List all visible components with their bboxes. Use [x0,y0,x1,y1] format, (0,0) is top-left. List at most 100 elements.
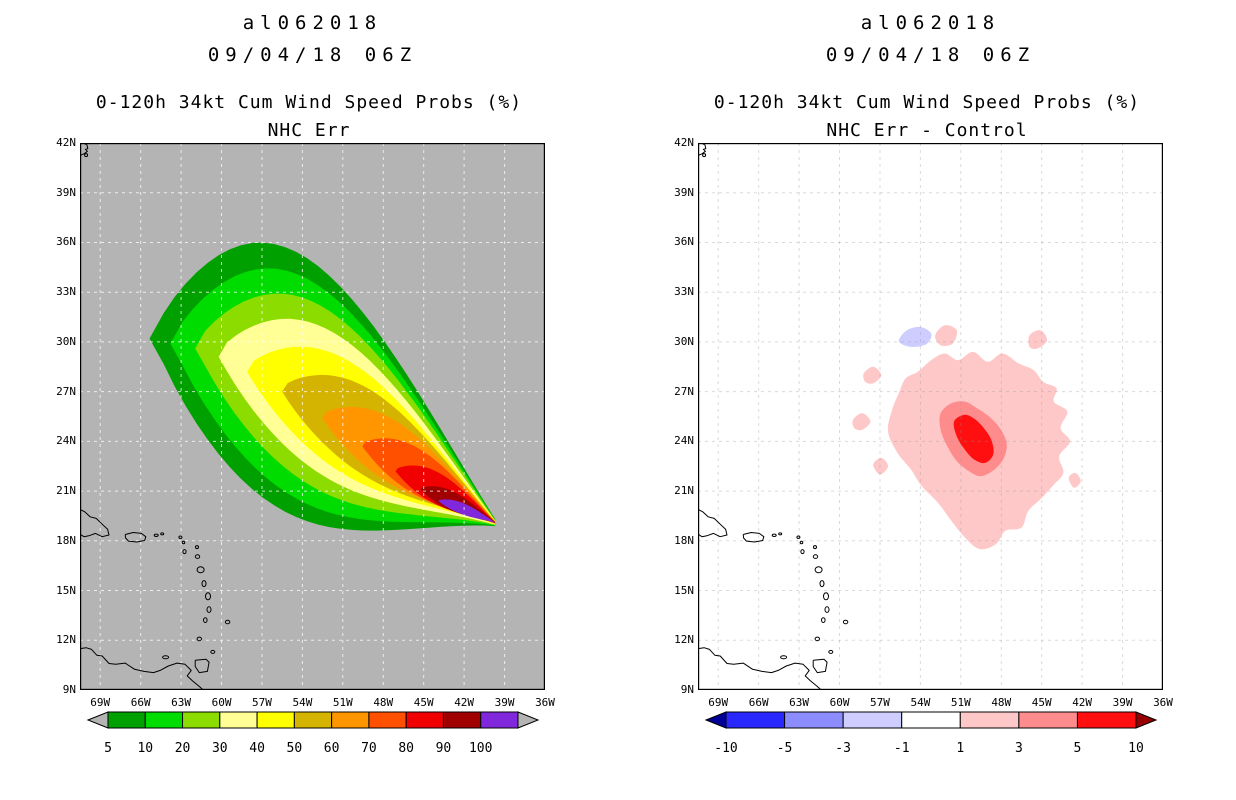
lat-tick-label: 9N [62,683,76,696]
colorbar-label: -5 [777,741,793,756]
colorbar-label: 70 [361,741,377,756]
colorbar-label: 10 [1128,741,1144,756]
lat-tick-label: 21N [56,484,76,498]
lon-tick-label: 42W [454,696,475,709]
colorbar-cell [182,711,221,729]
diff-region-1to3 [935,325,958,346]
colorbar-label: 80 [398,741,414,756]
difference-colorbar: -10 -5 -3 -1 1 3 5 10 [704,711,1158,756]
coastlines [80,143,231,690]
lat-tick-label: 12N [56,633,76,647]
diff-region-1to3 [1068,472,1081,488]
plot-subtitle: 0-120h 34kt Cum Wind Speed Probs (%) [95,92,523,113]
lon-tick-label: 39W [1112,696,1133,709]
lat-tick-label: 9N [680,683,694,696]
diff-region-1to3 [852,413,871,431]
lon-tick-label: 51W [332,696,353,709]
storm-id: al062018 [860,12,1001,34]
lon-tick-label: 39W [494,696,515,709]
diff-region--3to-1 [898,326,932,347]
graticule [698,143,1163,690]
colorbar-label: 3 [1015,741,1023,756]
plot-model-label: NHC Err - Control [826,120,1028,141]
colorbar-label: 10 [137,741,153,756]
plot-model-label: NHC Err [267,120,351,141]
lon-tick-label: 63W [789,696,810,709]
colorbar-label: 40 [249,741,265,756]
colorbar-cell [144,711,184,729]
lon-tick-label: 69W [90,696,111,709]
lat-tick-label: 15N [56,583,76,597]
lon-tick-label: 63W [171,696,192,709]
lat-tick-label: 27N [674,384,694,398]
lat-tick-label: 24N [674,434,694,448]
colorbar-label: 30 [212,741,228,756]
graticule [80,143,545,690]
colorbar-cell [368,711,407,729]
diff-region-1to3 [863,366,882,384]
colorbar-label: 20 [175,741,191,756]
colorbar-cell [784,711,844,729]
colorbar-cell [219,711,258,729]
probability-colorbar: 5 10 20 30 40 50 60 70 80 90 100 [86,711,540,756]
storm-id: al062018 [242,12,383,34]
map-frame [698,143,1163,690]
lon-tick-label: 60W [211,696,232,709]
plot-subtitle: 0-120h 34kt Cum Wind Speed Probs (%) [713,92,1141,113]
lat-tick-label: 36N [674,235,694,249]
lat-tick-label: 21N [674,484,694,498]
lat-tick-label: 42N [674,136,694,149]
init-datetime: 09/04/18 06Z [825,44,1036,66]
lat-tick-label: 39N [674,185,694,199]
lon-tick-label: 51W [950,696,971,709]
colorbar-label: -10 [714,741,737,756]
lon-tick-label: 54W [910,696,931,709]
lat-tick-label: 42N [56,136,76,149]
map-frame [80,143,545,690]
colorbar-cell [959,711,1020,729]
lat-tick-label: 27N [56,384,76,398]
lat-tick-label: 15N [674,583,694,597]
lat-tick-label: 30N [674,334,694,348]
colorbar-cell [901,711,961,729]
colorbar-cell [725,711,786,729]
colorbar-cell [442,711,482,729]
colorbar-under-arrow [86,711,109,729]
lon-tick-label: 48W [373,696,394,709]
lon-tick-label: 66W [130,696,151,709]
lon-tick-label: 57W [252,696,272,709]
left-panel: al062018 09/04/18 06Z 0-120h 34kt Cum Wi… [56,12,555,756]
colorbar-over-arrow [1135,711,1158,729]
colorbar-under-arrow [704,711,727,729]
colorbar-label: 1 [956,741,964,756]
lat-tick-label: 36N [56,235,76,249]
diff-region-5to10 [953,414,994,464]
colorbar-cell [405,711,444,729]
lon-tick-label: 45W [413,696,434,709]
colorbar-label: 90 [436,741,452,756]
lat-tick-label: 39N [56,185,76,199]
lon-tick-label: 57W [870,696,890,709]
colorbar-cell [293,711,333,729]
lon-tick-label: 54W [292,696,313,709]
colorbar-label: 100 [469,741,492,756]
colorbar-label: 50 [287,741,303,756]
colorbar-cell [107,711,146,729]
lon-tick-label: 48W [991,696,1012,709]
lat-tick-label: 18N [674,533,694,547]
coastlines [698,143,849,690]
lon-tick-label: 36W [1153,696,1173,709]
lon-tick-label: 66W [748,696,769,709]
difference-map [698,143,1163,690]
lat-tick-label: 33N [56,285,76,299]
probability-map [80,143,545,690]
diff-region-1to3 [1028,330,1048,350]
colorbar-cell [842,711,903,729]
lat-tick-label: 33N [674,285,694,299]
lat-tick-label: 30N [56,334,76,348]
colorbar-cell [256,711,295,729]
diff-region-1to3 [873,457,889,475]
colorbar-cell [1018,711,1078,729]
init-datetime: 09/04/18 06Z [207,44,418,66]
